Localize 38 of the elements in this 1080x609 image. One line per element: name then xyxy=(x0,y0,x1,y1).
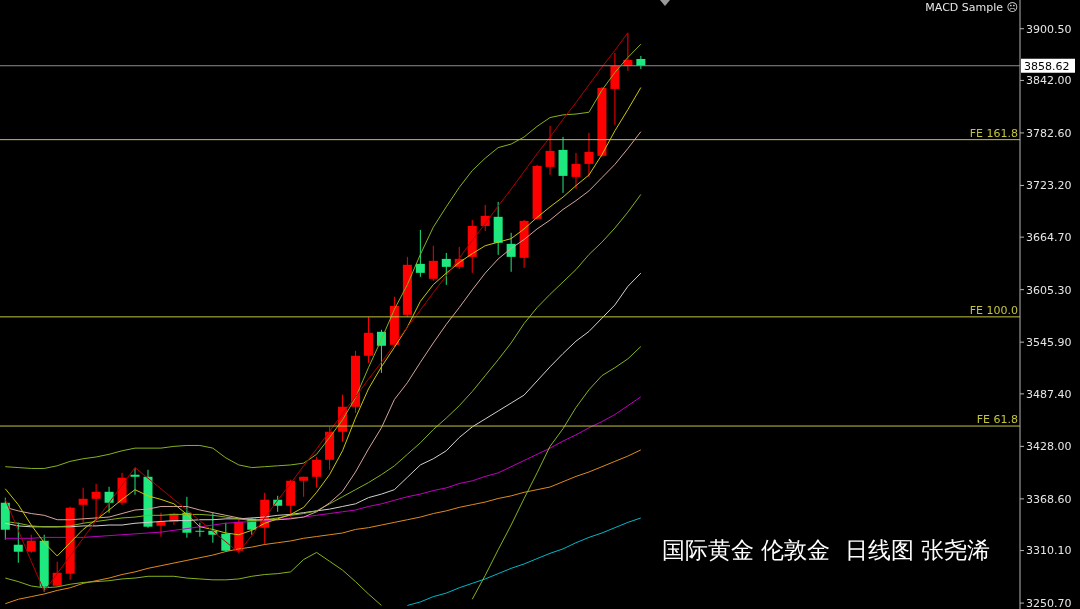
y-tick-label: 3782.60 xyxy=(1026,126,1072,140)
candlestick xyxy=(13,522,23,564)
y-tick-label: 3723.20 xyxy=(1026,179,1072,193)
candlestick xyxy=(428,245,438,282)
candlestick xyxy=(312,456,322,489)
ref-line-label: 3858.62 xyxy=(1024,59,1070,73)
line-series xyxy=(4,449,642,605)
candlestick xyxy=(610,52,620,126)
y-tick-label: 3605.30 xyxy=(1026,283,1072,297)
y-tick-label: 3310.10 xyxy=(1026,544,1072,558)
candlestick xyxy=(52,561,62,588)
ref-line-label: FE 100.0 xyxy=(969,303,1018,317)
y-tick-label: 3842.00 xyxy=(1026,74,1072,88)
ref-line-label: FE 61.8 xyxy=(976,413,1018,427)
y-tick-label: 3545.90 xyxy=(1026,336,1072,350)
candlestick xyxy=(584,132,594,178)
line-series xyxy=(4,32,629,592)
candlestick xyxy=(130,467,140,496)
y-tick-label: 3900.50 xyxy=(1026,22,1072,36)
line-series xyxy=(4,87,642,557)
candlestick xyxy=(571,152,581,190)
y-tick-label: 3487.40 xyxy=(1026,387,1072,401)
text: MACD Sample ☹ xyxy=(925,1,1018,14)
ref-line-label: FE 161.8 xyxy=(969,126,1018,140)
candlestick xyxy=(78,487,88,524)
candlestick xyxy=(156,512,166,538)
candlestick xyxy=(195,522,205,538)
y-tick-label: 3664.70 xyxy=(1026,231,1072,245)
candlestick xyxy=(415,229,425,278)
y-tick-label: 3368.60 xyxy=(1026,492,1072,506)
candlestick xyxy=(363,316,373,364)
candlestick xyxy=(545,125,555,176)
candlestick xyxy=(441,252,451,286)
y-tick-label: 3428.00 xyxy=(1026,440,1072,454)
y-tick-label: 3250.70 xyxy=(1026,596,1072,609)
text: 国际黄金 伦敦金 日线图 张尧浠 xyxy=(662,536,991,564)
line-series xyxy=(4,43,642,469)
line-series xyxy=(406,517,642,606)
